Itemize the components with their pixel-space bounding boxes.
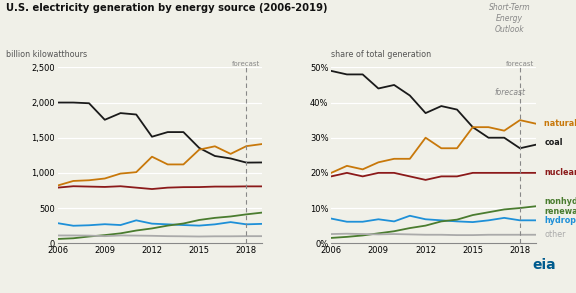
Text: hydropower: hydropower [544,216,576,225]
Text: natural gas: natural gas [544,119,576,128]
Text: coal: coal [544,139,563,147]
Text: forecast: forecast [506,62,534,67]
Text: eia: eia [532,258,556,272]
Text: share of total generation: share of total generation [331,50,431,59]
Text: forecast: forecast [494,88,525,97]
Text: forecast: forecast [232,62,260,67]
Text: Short-Term
Energy
Outlook: Short-Term Energy Outlook [489,3,530,34]
Text: nuclear: nuclear [544,168,576,177]
Text: other: other [544,230,566,239]
Text: billion kilowatthours: billion kilowatthours [6,50,87,59]
Text: nonhydro
renewables: nonhydro renewables [544,197,576,216]
Text: U.S. electricity generation by energy source (2006-2019): U.S. electricity generation by energy so… [6,3,327,13]
